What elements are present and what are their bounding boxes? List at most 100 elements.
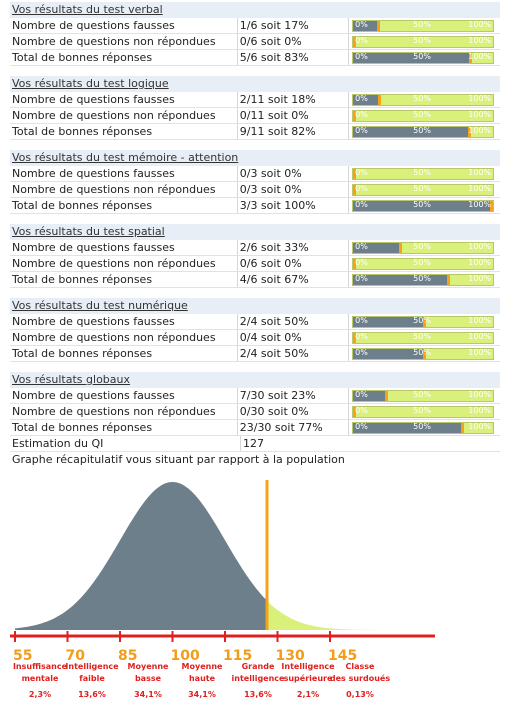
section-title: Vos résultats du test verbal	[10, 2, 500, 18]
progress-scale-label: 0%	[355, 274, 368, 283]
result-row: Total de bonnes réponses 23/30 soit 77% 0%…	[10, 420, 500, 436]
progress-fill	[353, 95, 379, 105]
progress-scale-label: 0%	[355, 258, 368, 267]
progress-marker	[423, 349, 427, 359]
category-percent: 13,6%	[244, 690, 272, 699]
progress-scale-label: 0%	[355, 422, 368, 431]
progress-bar: 0% 50% 100%	[352, 126, 495, 138]
progress-scale-label: 100%	[468, 316, 492, 325]
progress-marker	[469, 53, 473, 63]
row-label: Total de bonnes réponses	[10, 272, 238, 287]
row-value: 0/11 soit 0%	[238, 108, 350, 123]
section-title: Vos résultats du test numérique	[10, 298, 500, 314]
test-section: Vos résultats du test logique Nombre de q…	[10, 76, 500, 140]
result-row: Nombre de questions non répondues 0/6 soi…	[10, 34, 500, 50]
progress-scale-label: 0%	[355, 242, 368, 251]
category-label: intelligence	[232, 674, 286, 683]
progress-bar: 0% 50% 100%	[352, 332, 495, 344]
row-label: Nombre de questions non répondues	[10, 256, 238, 271]
category-label: faible	[79, 674, 105, 683]
progress-scale-label: 0%	[355, 348, 368, 357]
progress-cell: 0% 50% 100%	[349, 198, 500, 213]
progress-fill	[353, 349, 424, 359]
row-label: Total de bonnes réponses	[10, 124, 238, 139]
category-label: Grande	[242, 662, 275, 671]
section-title: Vos résultats globaux	[10, 372, 500, 388]
result-row: Nombre de questions non répondues 0/6 soi…	[10, 256, 500, 272]
result-row: Nombre de questions non répondues 0/11 so…	[10, 108, 500, 124]
row-value: 9/11 soit 82%	[238, 124, 350, 139]
progress-scale-label: 0%	[355, 168, 368, 177]
progress-scale-label: 50%	[413, 184, 431, 193]
progress-scale-label: 50%	[413, 52, 431, 61]
progress-fill	[353, 21, 377, 31]
progress-bar: 0% 50% 100%	[352, 200, 495, 212]
row-value: 2/6 soit 33%	[238, 240, 350, 255]
row-label: Nombre de questions fausses	[10, 18, 238, 33]
row-value: 5/6 soit 83%	[238, 50, 350, 65]
row-label: Nombre de questions non répondues	[10, 404, 238, 419]
progress-fill	[353, 423, 461, 433]
result-row: Total de bonnes réponses 5/6 soit 83% 0% 50…	[10, 50, 500, 66]
progress-cell: 0% 50% 100%	[349, 404, 500, 419]
progress-scale-label: 100%	[468, 94, 492, 103]
row-label: Nombre de questions non répondues	[10, 108, 238, 123]
progress-scale-label: 0%	[355, 406, 368, 415]
iq-value: 127	[243, 437, 264, 450]
section-title: Vos résultats du test spatial	[10, 224, 500, 240]
progress-scale-label: 0%	[355, 94, 368, 103]
progress-scale-label: 100%	[468, 20, 492, 29]
progress-scale-label: 50%	[413, 332, 431, 341]
progress-scale-label: 100%	[468, 242, 492, 251]
progress-marker	[446, 275, 450, 285]
progress-scale-label: 0%	[355, 52, 368, 61]
progress-marker	[353, 333, 357, 343]
row-value: 0/6 soit 0%	[238, 256, 350, 271]
row-label: Nombre de questions non répondues	[10, 34, 238, 49]
progress-scale-label: 0%	[355, 110, 368, 119]
progress-fill	[353, 127, 468, 137]
progress-scale-label: 50%	[413, 390, 431, 399]
progress-cell: 0% 50% 100%	[349, 240, 500, 255]
row-label: Nombre de questions fausses	[10, 314, 238, 329]
row-label: Total de bonnes réponses	[10, 346, 238, 361]
progress-fill	[353, 391, 386, 401]
progress-cell: 0% 50% 100%	[349, 182, 500, 197]
test-section: Vos résultats du test numérique Nombre de…	[10, 298, 500, 362]
category-label: Classe	[346, 662, 376, 671]
progress-scale-label: 100%	[468, 274, 492, 283]
row-label: Total de bonnes réponses	[10, 50, 238, 65]
progress-fill	[353, 53, 470, 63]
progress-scale-label: 50%	[413, 126, 431, 135]
progress-scale-label: 0%	[355, 316, 368, 325]
category-label: basse	[135, 674, 162, 683]
progress-scale-label: 50%	[413, 20, 431, 29]
row-value: 4/6 soit 67%	[238, 272, 350, 287]
progress-cell: 0% 50% 100%	[349, 108, 500, 123]
section-title: Vos résultats du test logique	[10, 76, 500, 92]
category-percent: 2,1%	[297, 690, 319, 699]
progress-scale-label: 0%	[355, 332, 368, 341]
progress-scale-label: 0%	[355, 184, 368, 193]
row-value: 23/30 soit 77%	[238, 420, 350, 435]
category-percent: 34,1%	[188, 690, 216, 699]
row-value: 2/4 soit 50%	[238, 314, 350, 329]
row-value: 0/4 soit 0%	[238, 330, 350, 345]
progress-cell: 0% 50% 100%	[349, 330, 500, 345]
progress-cell: 0% 50% 100%	[349, 420, 500, 435]
progress-marker	[376, 21, 380, 31]
row-label: Nombre de questions fausses	[10, 240, 238, 255]
progress-bar: 0% 50% 100%	[352, 390, 495, 402]
row-label: Total de bonnes réponses	[10, 198, 238, 213]
progress-bar: 0% 50% 100%	[352, 242, 495, 254]
curve-area-below	[15, 482, 267, 630]
row-value: 2/4 soit 50%	[238, 346, 350, 361]
row-value: 2/11 soit 18%	[238, 92, 350, 107]
progress-bar: 0% 50% 100%	[352, 348, 495, 360]
progress-scale-label: 50%	[413, 258, 431, 267]
progress-bar: 0% 50% 100%	[352, 258, 495, 270]
progress-scale-label: 50%	[413, 242, 431, 251]
result-row: Nombre de questions non répondues 0/4 soi…	[10, 330, 500, 346]
progress-scale-label: 100%	[468, 110, 492, 119]
category-percent: 2,3%	[29, 690, 51, 699]
